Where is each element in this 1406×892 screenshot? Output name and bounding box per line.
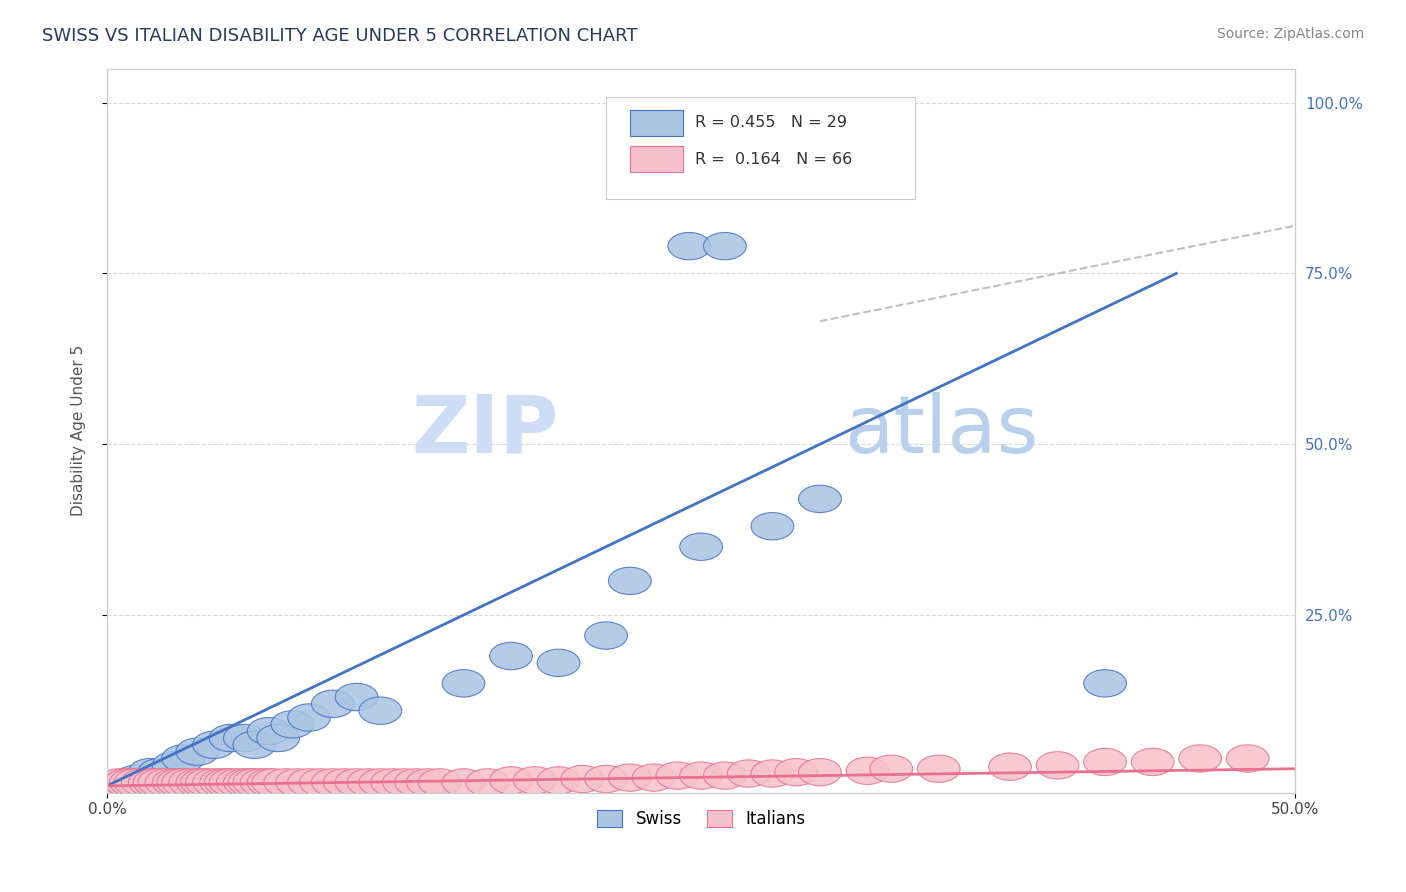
Text: R =  0.164   N = 66: R = 0.164 N = 66 — [695, 152, 852, 167]
FancyBboxPatch shape — [606, 97, 915, 199]
FancyBboxPatch shape — [630, 110, 683, 136]
Text: atlas: atlas — [844, 392, 1038, 469]
Text: ZIP: ZIP — [412, 392, 558, 469]
FancyBboxPatch shape — [630, 146, 683, 172]
Text: Source: ZipAtlas.com: Source: ZipAtlas.com — [1216, 27, 1364, 41]
Legend: Swiss, Italians: Swiss, Italians — [591, 804, 811, 835]
Text: R = 0.455   N = 29: R = 0.455 N = 29 — [695, 115, 848, 130]
Y-axis label: Disability Age Under 5: Disability Age Under 5 — [72, 345, 86, 516]
Text: SWISS VS ITALIAN DISABILITY AGE UNDER 5 CORRELATION CHART: SWISS VS ITALIAN DISABILITY AGE UNDER 5 … — [42, 27, 638, 45]
